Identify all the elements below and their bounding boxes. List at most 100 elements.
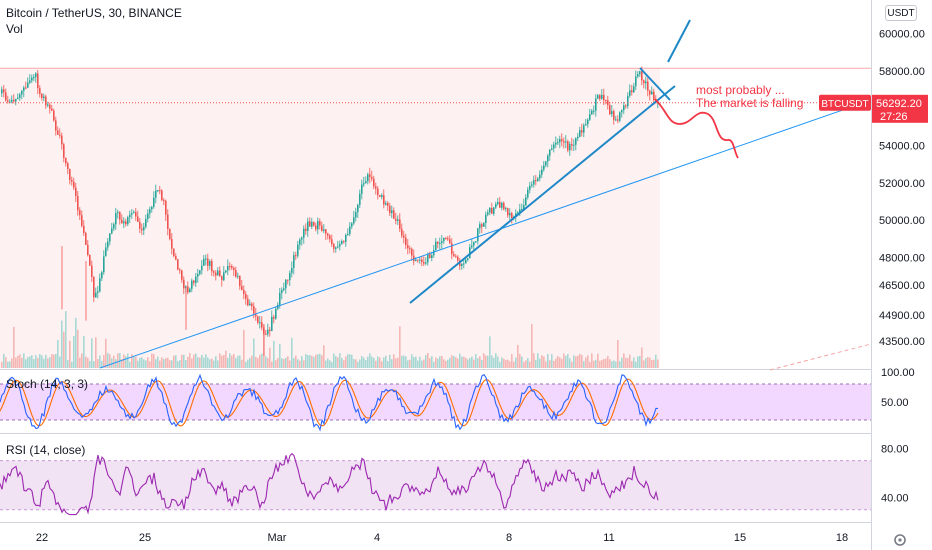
candle-body	[1, 89, 3, 94]
volume-bar	[401, 355, 403, 368]
volume-bar	[199, 357, 201, 368]
candle-body	[27, 82, 29, 88]
candle-body	[579, 130, 581, 137]
volume-bar	[233, 353, 235, 368]
candle-body	[475, 241, 477, 243]
volume-bar	[551, 354, 553, 368]
candle-body	[491, 208, 493, 214]
candle-body	[477, 228, 479, 242]
candle-body	[253, 306, 255, 314]
volume-bar	[431, 356, 433, 368]
volume-bar	[595, 359, 597, 368]
candle-body	[461, 263, 463, 266]
candle-body	[93, 276, 95, 298]
candle-body	[517, 212, 519, 214]
candle-body	[645, 81, 647, 84]
volume-bar	[653, 359, 655, 368]
volume-bar	[57, 340, 59, 368]
volume-bar	[617, 339, 619, 368]
candle-body	[559, 139, 561, 143]
candle-body	[317, 221, 319, 230]
candle-body	[55, 120, 57, 131]
candle-body	[445, 238, 447, 240]
volume-bar	[633, 357, 635, 368]
volume-bar	[613, 360, 615, 368]
candle-body	[555, 142, 557, 145]
candle-body	[307, 221, 309, 231]
volume-bar	[351, 354, 353, 368]
volume-bar	[387, 361, 389, 368]
candle-body	[453, 254, 455, 257]
candle-body	[535, 179, 537, 181]
candle-body	[65, 157, 67, 164]
volume-bar	[127, 353, 129, 368]
price-tick-label: 58000.00	[879, 66, 925, 78]
volume-bar	[627, 358, 629, 368]
volume-bar	[141, 357, 143, 368]
currency-button[interactable]: USDT	[885, 5, 917, 21]
volume-bar	[237, 355, 239, 368]
candle-body	[29, 80, 31, 83]
volume-bar	[379, 357, 381, 368]
candle-body	[137, 216, 139, 222]
candle-body	[213, 271, 215, 273]
volume-bar	[145, 360, 147, 368]
candle-body	[543, 165, 545, 170]
volume-bar	[255, 356, 257, 368]
volume-bar	[399, 326, 401, 368]
volume-bar	[295, 355, 297, 368]
volume-bar	[239, 355, 241, 368]
candle-body	[187, 286, 189, 293]
volume-bar	[609, 359, 611, 368]
volume-bar	[487, 355, 489, 368]
candle-body	[637, 74, 639, 77]
volume-bar	[371, 356, 373, 368]
volume-bar	[253, 338, 255, 368]
candle-body	[585, 124, 587, 126]
volume-bar	[209, 359, 211, 368]
stoch-tick-label: 100.00	[881, 367, 915, 379]
volume-bar	[317, 354, 319, 368]
volume-bar	[621, 357, 623, 368]
volume-bar	[537, 353, 539, 368]
volume-bar	[357, 361, 359, 368]
candle-body	[35, 73, 37, 78]
candle-body	[495, 204, 497, 208]
volume-bar	[639, 355, 641, 368]
volume-bar	[651, 359, 653, 368]
candle-body	[163, 200, 165, 202]
candle-body	[343, 241, 345, 243]
candle-body	[503, 202, 505, 210]
candle-body	[521, 209, 523, 211]
volume-bar	[509, 361, 511, 368]
volume-bar	[331, 361, 333, 368]
candle-body	[291, 267, 293, 273]
volume-bar	[215, 356, 217, 368]
candle-body	[269, 329, 271, 331]
candle-body	[109, 233, 111, 242]
rsi-tick-label: 80.00	[881, 443, 909, 455]
candle-body	[159, 190, 161, 192]
volume-bar	[471, 356, 473, 368]
candle-body	[621, 110, 623, 113]
candle-body	[191, 280, 193, 289]
volume-bar	[545, 361, 547, 368]
projection-curve	[654, 98, 739, 159]
candle-body	[201, 265, 203, 271]
volume-bar	[99, 355, 101, 368]
volume-bar	[187, 356, 189, 368]
candle-body	[429, 254, 431, 258]
volume-bar	[183, 354, 185, 368]
volume-bar	[157, 356, 159, 368]
volume-bar	[359, 359, 361, 368]
candle-body	[233, 267, 235, 271]
candle-body	[259, 322, 261, 324]
candle-body	[151, 206, 153, 210]
volume-bar	[439, 356, 441, 368]
candle-body	[21, 90, 23, 95]
volume-bar	[273, 340, 275, 368]
volume-bar	[97, 359, 99, 368]
volume-bar	[45, 354, 47, 368]
candle-body	[629, 90, 631, 96]
